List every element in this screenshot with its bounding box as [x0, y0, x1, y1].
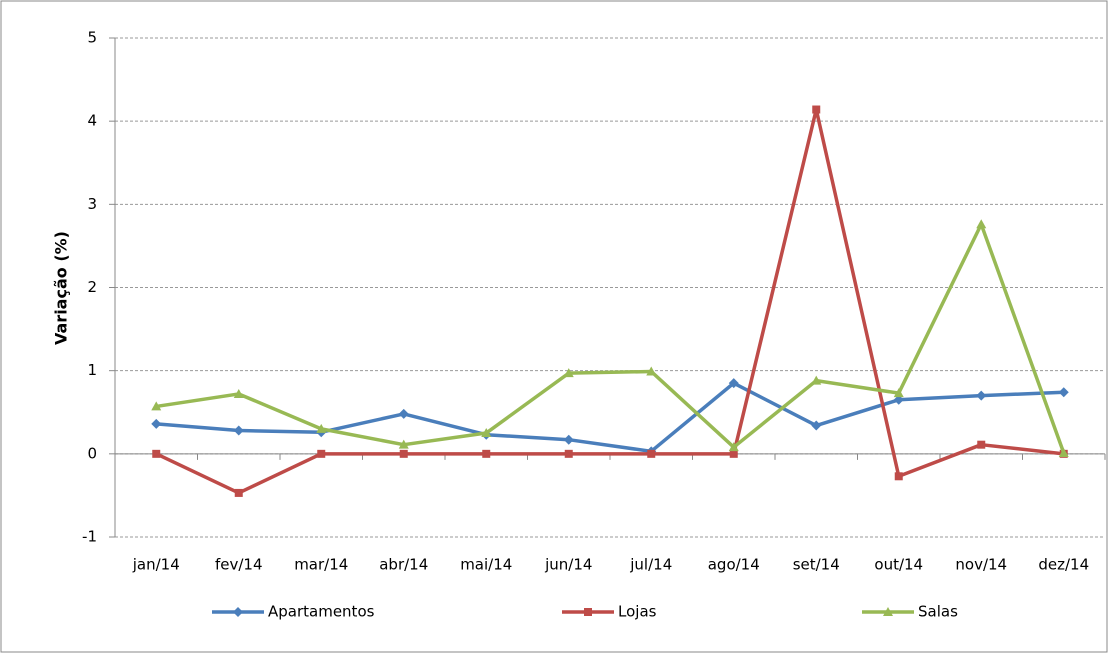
legend-label: Lojas: [618, 603, 657, 621]
x-tick-label: mai/14: [460, 556, 512, 574]
point: [233, 388, 244, 398]
series-line: [156, 381, 1064, 454]
point: [728, 442, 739, 452]
point: [563, 368, 574, 378]
y-tick-label: 4: [87, 112, 97, 130]
point: [398, 408, 409, 419]
point: [894, 472, 903, 481]
point: [646, 366, 657, 376]
y-tick-label: 3: [87, 195, 97, 213]
x-tick-label: nov/14: [955, 556, 1007, 574]
series-line: [155, 107, 1064, 495]
y-tick-label: 1: [87, 361, 97, 379]
point: [152, 449, 161, 458]
point: [151, 401, 162, 411]
x-tick-label: jul/14: [629, 556, 672, 574]
point: [316, 423, 327, 433]
legend-marker: [233, 607, 243, 617]
legend-marker: [883, 607, 893, 616]
x-tick-label: abr/14: [379, 556, 428, 574]
legend-marker: [584, 608, 592, 616]
point: [482, 449, 491, 458]
y-tick-label: 0: [87, 444, 97, 462]
point: [151, 418, 162, 429]
x-tick-label: dez/14: [1038, 556, 1089, 574]
point: [976, 219, 987, 229]
point: [1058, 448, 1069, 458]
point: [728, 378, 739, 389]
point: [976, 390, 987, 401]
series-line: [155, 222, 1066, 454]
point: [729, 449, 738, 458]
point: [563, 434, 574, 445]
x-tick-label: fev/14: [215, 556, 263, 574]
y-tick-label: 5: [87, 29, 97, 47]
point: [399, 449, 408, 458]
point: [234, 488, 243, 497]
x-tick-label: out/14: [874, 556, 923, 574]
x-tick-label: ago/14: [708, 556, 760, 574]
point: [977, 440, 986, 449]
point: [811, 420, 822, 431]
point: [233, 425, 244, 436]
point: [481, 428, 492, 438]
x-tick-label: set/14: [793, 556, 840, 574]
y-tick-label: 2: [87, 278, 97, 296]
point: [398, 439, 409, 449]
y-axis-label: Variação (%): [52, 231, 71, 345]
point: [812, 105, 821, 114]
y-tick-label: -1: [82, 528, 97, 546]
x-tick-label: jun/14: [544, 556, 592, 574]
point: [317, 449, 326, 458]
point: [811, 375, 822, 385]
x-tick-label: jan/14: [132, 556, 180, 574]
point: [564, 449, 573, 458]
legend-label: Apartamentos: [268, 603, 375, 621]
point: [647, 449, 656, 458]
point: [1058, 387, 1069, 398]
point: [893, 388, 904, 398]
legend-label: Salas: [918, 603, 958, 621]
x-tick-label: mar/14: [294, 556, 348, 574]
point: [893, 394, 904, 405]
